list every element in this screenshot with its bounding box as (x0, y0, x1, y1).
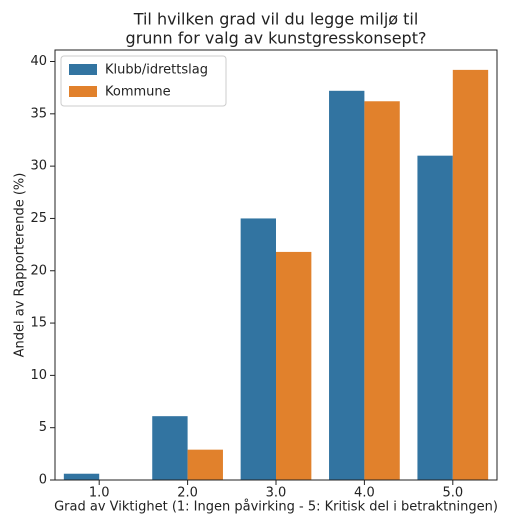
x-tick-label: 4.0 (354, 486, 375, 501)
y-tick-label: 5 (39, 420, 47, 435)
bar (452, 69, 489, 480)
legend-swatch (69, 86, 97, 97)
chart-title: Til hvilken grad vil du legge miljø til (133, 10, 419, 29)
bar (240, 218, 276, 481)
x-tick-label: 3.0 (266, 486, 287, 501)
chart-title: grunn for valg av kunstgresskonsept? (126, 29, 427, 48)
y-tick-label: 10 (30, 368, 47, 383)
x-axis-label: Grad av Viktighet (1: Ingen påvirking - … (54, 500, 498, 515)
bar (152, 416, 188, 480)
x-tick-label: 1.0 (89, 486, 110, 501)
plot-frame (54, 49, 498, 481)
y-tick-label: 30 (30, 159, 47, 174)
y-tick-label: 0 (39, 473, 47, 488)
y-tick-label: 20 (30, 263, 47, 278)
bar (63, 473, 100, 480)
bar (364, 101, 400, 481)
y-tick-label: 15 (30, 316, 47, 331)
bar (329, 90, 365, 480)
legend-swatch (69, 64, 97, 75)
x-tick-label: 5.0 (442, 486, 463, 501)
y-tick-label: 25 (30, 211, 47, 226)
legend-label: Klubb/idrettslag (105, 63, 208, 78)
bar (417, 155, 453, 480)
bar (276, 251, 312, 480)
legend-label: Kommune (105, 85, 171, 100)
legend-box (60, 55, 227, 107)
y-tick-label: 35 (30, 106, 47, 121)
bar (187, 449, 223, 480)
y-axis-label: Andel av Rapporterende (%) (13, 173, 28, 358)
x-tick-label: 2.0 (177, 486, 198, 501)
y-tick-label: 40 (30, 54, 47, 69)
